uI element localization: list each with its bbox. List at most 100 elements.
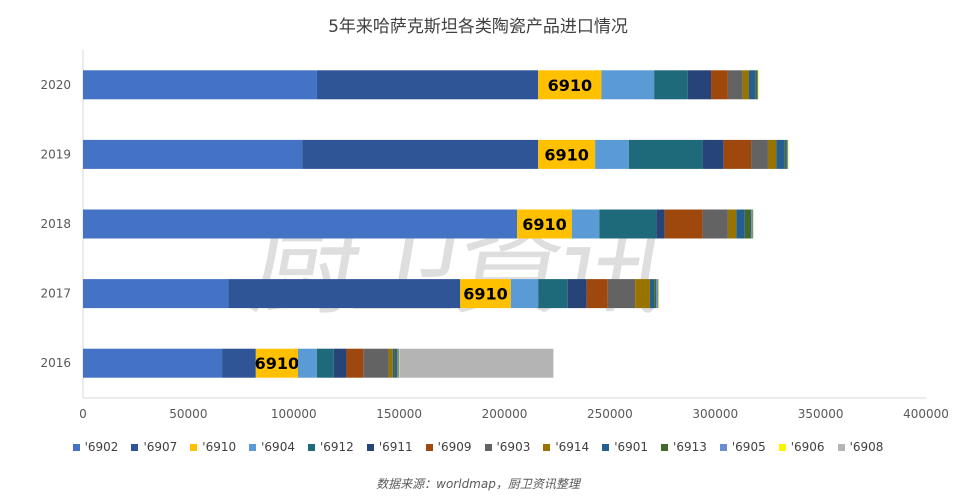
legend-label: '6902 — [84, 440, 119, 454]
x-tick-label: 200000 — [482, 407, 528, 421]
bar-segment — [571, 209, 600, 239]
legend-item: '6912 — [307, 440, 354, 454]
y-tick-label: 2018 — [40, 217, 71, 231]
bar-segment — [538, 139, 596, 169]
data-label: 6910 — [548, 76, 593, 95]
legend-label: '6911 — [378, 440, 413, 454]
bar-segment — [635, 279, 650, 309]
legend-item: '6905 — [719, 440, 766, 454]
y-tick-label: 2020 — [40, 78, 71, 92]
legend-item: '6911 — [366, 440, 413, 454]
legend-label: '6913 — [673, 440, 707, 454]
bar-segment — [297, 348, 317, 378]
bar-segment — [83, 348, 223, 378]
chart-legend: '6902 '6907 '6910 '6904 '6912 '6911 '6909 '6903… — [0, 440, 956, 454]
bar-segment — [757, 70, 759, 100]
bar-segment — [702, 209, 728, 239]
bar-segment — [784, 139, 787, 169]
legend-swatch — [190, 443, 198, 451]
legend-item: '6902 — [72, 440, 119, 454]
legend-swatch — [72, 443, 80, 451]
bar-segment — [607, 279, 636, 309]
x-tick-label: 300000 — [692, 407, 738, 421]
x-tick-label: 250000 — [587, 407, 633, 421]
x-tick-label: 50000 — [169, 407, 207, 421]
legend-label: '6906 — [790, 440, 825, 454]
data-label: 6910 — [463, 285, 508, 304]
bar-segment — [83, 279, 229, 309]
bar-segment — [517, 209, 572, 239]
bar-segment — [586, 279, 608, 309]
x-tick-label: 150000 — [376, 407, 422, 421]
legend-label: '6907 — [143, 440, 178, 454]
bar-segment — [751, 139, 768, 169]
y-tick-label: 2016 — [40, 356, 71, 370]
bar-segment — [333, 348, 347, 378]
legend-swatch — [425, 443, 433, 451]
legend-label: '6909 — [437, 440, 472, 454]
bar-segment — [658, 279, 659, 309]
bar-segment — [538, 279, 568, 309]
bar-segment — [751, 209, 754, 239]
bar-segment — [83, 70, 317, 100]
y-tick-label: 2017 — [40, 287, 71, 301]
bar-segment — [664, 209, 703, 239]
legend-swatch — [249, 443, 257, 451]
bar-segment — [767, 139, 777, 169]
bar-segment — [744, 209, 752, 239]
legend-label: '6914 — [555, 440, 590, 454]
bar-segment — [599, 209, 657, 239]
legend-swatch — [307, 443, 315, 451]
bar-segment — [649, 279, 655, 309]
data-label: 6910 — [522, 215, 567, 234]
bar-segment — [753, 209, 754, 239]
legend-label: '6901 — [614, 440, 649, 454]
legend-label: '6910 — [202, 440, 237, 454]
bar-segment — [397, 348, 400, 378]
bar-segment — [316, 70, 539, 100]
chart-plot: 0 50000 100000 150000 200000 250000 300000 3500… — [40, 50, 949, 421]
bar-segment — [776, 139, 785, 169]
bar-segment — [758, 70, 759, 100]
chart-title: 5年来哈萨克斯坦各类陶瓷产品进口情况 — [328, 17, 628, 37]
bar-segment — [538, 70, 602, 100]
legend-swatch — [661, 443, 669, 451]
bar-segment — [83, 139, 303, 169]
bar-segment — [399, 348, 400, 378]
bar-segment — [388, 348, 393, 378]
legend-swatch — [543, 443, 551, 451]
bar-segment — [392, 348, 395, 378]
bar-segment — [510, 279, 539, 309]
legend-item: '6910 — [190, 440, 236, 454]
bar-segment — [394, 348, 398, 378]
y-tick-label: 2019 — [40, 147, 71, 161]
bar-segment — [787, 139, 789, 169]
legend-item: '6908 — [837, 440, 884, 454]
bar-segment — [742, 70, 749, 100]
bar-segment — [736, 209, 745, 239]
bar-segment — [222, 348, 256, 378]
bar-segment — [702, 139, 724, 169]
bar-segment — [346, 348, 364, 378]
bar-segment — [567, 279, 587, 309]
bar-segment — [399, 348, 554, 378]
bar-segment — [83, 209, 518, 239]
legend-item: '6906 — [778, 440, 825, 454]
data-label: 6910 — [255, 354, 300, 373]
x-tick-label: 0 — [79, 407, 87, 421]
legend-item: '6909 — [425, 440, 472, 454]
bar-segment — [656, 209, 665, 239]
x-tick-label: 350000 — [798, 407, 844, 421]
legend-swatch — [602, 443, 610, 451]
bar-segment — [727, 209, 737, 239]
legend-swatch — [366, 443, 374, 451]
bar-segment — [723, 139, 752, 169]
bar-segment — [595, 139, 629, 169]
x-tick-label: 100000 — [271, 407, 317, 421]
legend-label: '6904 — [261, 440, 295, 454]
legend-swatch — [837, 443, 845, 451]
legend-swatch — [484, 443, 492, 451]
legend-label: '6908 — [849, 440, 884, 454]
legend-label: '6912 — [319, 440, 354, 454]
